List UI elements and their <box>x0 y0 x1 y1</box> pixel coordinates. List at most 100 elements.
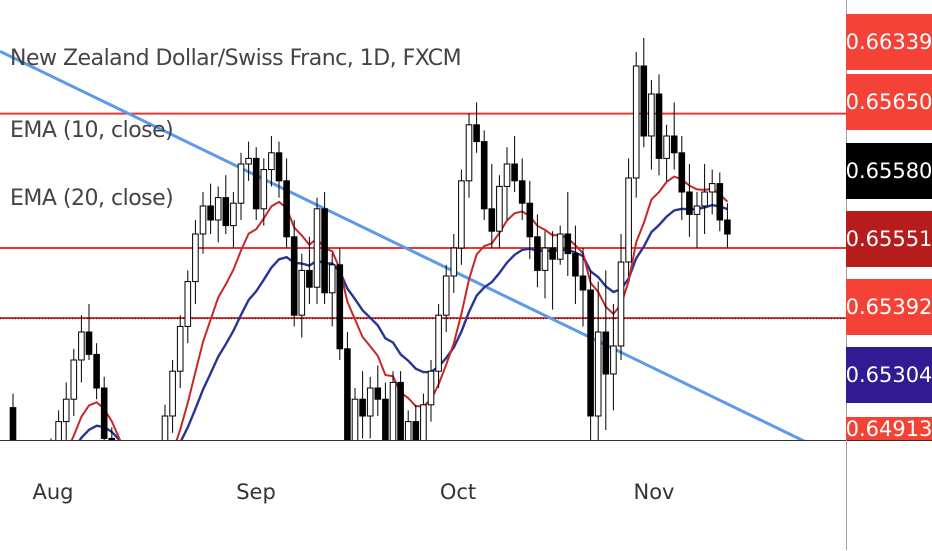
candle-body-up <box>70 359 78 400</box>
candle-body-up <box>169 370 176 417</box>
price-label-text: 0.65304 <box>845 363 932 387</box>
candle-body-up <box>313 208 321 288</box>
candle-body-down <box>275 152 283 182</box>
candle-body-down <box>382 398 389 440</box>
trendline <box>0 49 806 440</box>
axis-corner-divider <box>846 440 847 550</box>
candle-body-down <box>572 253 579 277</box>
candle-body-down <box>412 421 420 440</box>
candle-body-down <box>686 191 693 215</box>
price-label-level-3: 0.65392 <box>846 279 932 335</box>
candle-body-down <box>587 289 594 417</box>
candle-body-down <box>93 353 100 389</box>
time-label-aug: Aug <box>32 480 74 504</box>
price-label-text: 0.65392 <box>845 295 932 319</box>
candle-body-up <box>237 163 245 204</box>
price-label-text: 0.65551 <box>845 227 932 251</box>
candle-body-down <box>397 381 404 440</box>
price-label-level-2: 0.65650 <box>846 74 932 130</box>
candle-body-up <box>351 398 359 440</box>
candle-body-down <box>640 65 648 137</box>
candle-body-up <box>268 152 275 171</box>
candle-body-up <box>541 247 549 271</box>
candle-body-down <box>290 236 298 316</box>
candle-body-down <box>670 135 678 154</box>
candle-body-down <box>602 331 610 375</box>
candle-body-up <box>556 233 564 260</box>
candle-body-down <box>222 197 230 227</box>
candle-body-down <box>336 264 344 350</box>
price-label-text: 0.64913 <box>845 417 932 441</box>
candle-body-up <box>230 202 237 227</box>
candle-body-down <box>549 247 556 260</box>
candle-body-down <box>716 183 724 221</box>
candle-body-up <box>648 93 655 137</box>
candle-body-down <box>579 275 587 291</box>
candle-body-down <box>564 233 572 255</box>
price-label-level-1: 0.66339 <box>846 14 932 70</box>
candle-body-up <box>192 233 199 283</box>
candle-body-down <box>480 141 488 210</box>
candle-body-down <box>488 208 496 232</box>
candle-body-up <box>435 314 442 372</box>
candle-body-up <box>176 325 184 372</box>
candle-body-up <box>701 191 708 207</box>
candle-body-up <box>214 197 222 221</box>
candle-body-up <box>298 269 306 316</box>
price-label-current: 0.65580 <box>846 143 932 199</box>
candle-body-up <box>632 65 640 179</box>
candle-body-up <box>496 185 503 232</box>
candle-body-down <box>306 269 313 288</box>
candle-body-down <box>283 180 290 238</box>
price-label-text: 0.65580 <box>845 159 932 183</box>
candle-body-up <box>366 387 374 417</box>
ema10-line <box>70 175 729 440</box>
candle-body-down <box>321 208 328 294</box>
candle-body-up <box>617 261 625 347</box>
candle-body-up <box>503 163 511 187</box>
candle-body-down <box>9 407 17 440</box>
candle-body-down <box>526 202 534 238</box>
candle-body-up <box>693 205 701 215</box>
candle-body-down <box>85 331 93 355</box>
candle-body-up <box>420 404 427 440</box>
candle-body-down <box>100 387 108 439</box>
candle-body-up <box>465 124 473 182</box>
candle-body-up <box>458 180 465 249</box>
candle-body-up <box>610 345 617 375</box>
candle-body-up <box>442 275 450 316</box>
candle-body-down <box>374 387 382 400</box>
price-label-level-4: 0.64913 <box>845 417 932 441</box>
candle-body-down <box>511 163 518 182</box>
candle-body-down <box>678 152 686 193</box>
price-label-ema20: 0.65304 <box>846 347 932 403</box>
candle-body-down <box>473 124 480 143</box>
candle-body-down <box>108 437 116 440</box>
candle-body-up <box>708 183 716 193</box>
time-label-sep: Sep <box>236 480 276 504</box>
candle-body-up <box>663 135 670 159</box>
price-label-text: 0.65650 <box>845 90 932 114</box>
ema20-line <box>78 203 728 440</box>
ema10-legend[interactable]: EMA (10, close) <box>10 118 174 143</box>
candle-body-down <box>252 157 260 210</box>
time-label-oct: Oct <box>439 480 477 504</box>
candle-body-up <box>245 157 252 165</box>
candle-body-up <box>594 331 602 417</box>
time-axis[interactable] <box>0 440 932 551</box>
candle-body-up <box>328 264 336 294</box>
candle-body-up <box>427 370 435 406</box>
candle-body-up <box>199 205 207 235</box>
price-label-ema10: 0.65551 <box>846 211 932 267</box>
candle-body-up <box>389 381 397 440</box>
candle-body-up <box>450 247 458 277</box>
candle-body-up <box>184 281 192 327</box>
candle-body-down <box>207 205 214 221</box>
candle-body-up <box>404 421 412 440</box>
candle-body-down <box>724 219 731 235</box>
candle-body-down <box>534 236 541 271</box>
price-label-text: 0.66339 <box>845 30 932 54</box>
ema20-legend[interactable]: EMA (20, close) <box>10 186 174 211</box>
